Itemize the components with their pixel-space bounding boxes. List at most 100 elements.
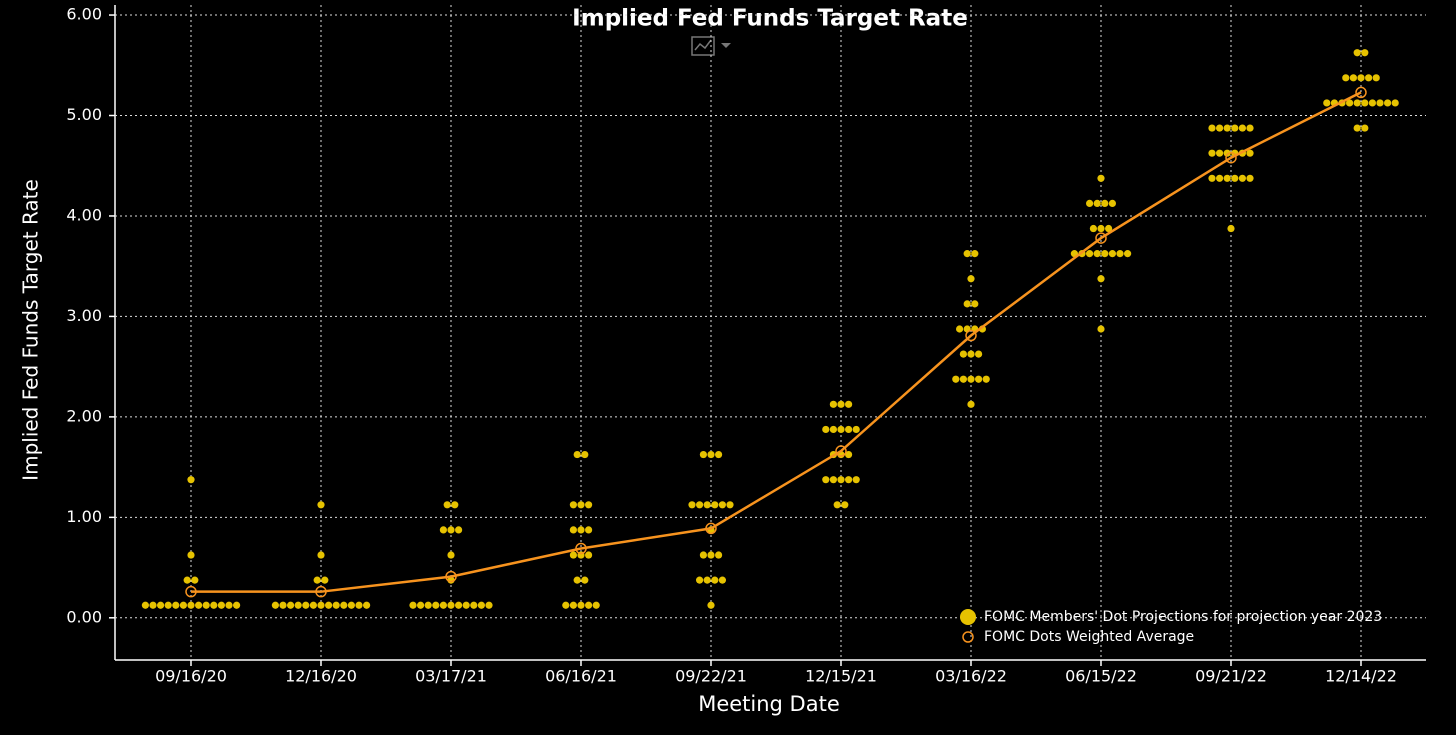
dot xyxy=(1208,174,1216,182)
dot xyxy=(1349,74,1357,82)
dot xyxy=(585,551,593,559)
dot xyxy=(1365,74,1373,82)
dot xyxy=(1097,224,1105,233)
average-marker xyxy=(185,585,197,598)
dot xyxy=(1105,224,1113,233)
x-tick-label: 03/16/22 xyxy=(935,667,1007,686)
y-tick-label: 1.00 xyxy=(66,507,102,526)
dot xyxy=(149,601,157,609)
average-marker xyxy=(1355,86,1367,99)
x-tick-label: 03/17/21 xyxy=(415,667,487,686)
dot xyxy=(585,601,593,609)
dot xyxy=(179,601,187,609)
dot xyxy=(313,576,321,584)
dot xyxy=(1086,250,1094,258)
dot xyxy=(1108,199,1116,208)
dot xyxy=(287,601,295,609)
dot xyxy=(477,601,485,609)
dot xyxy=(1116,250,1124,258)
dot xyxy=(1384,99,1392,107)
dot xyxy=(585,526,593,534)
dot xyxy=(699,551,708,559)
dot xyxy=(956,325,964,333)
dot xyxy=(852,476,860,484)
dot xyxy=(718,501,727,509)
dot xyxy=(409,601,417,609)
dot xyxy=(187,551,195,559)
dot xyxy=(837,400,845,408)
dot xyxy=(1101,250,1109,258)
dot xyxy=(1353,124,1361,132)
y-axis-label: Implied Fed Funds Target Rate xyxy=(19,179,43,481)
dot xyxy=(963,300,971,308)
dot xyxy=(1361,124,1369,132)
dot xyxy=(569,551,578,559)
dot xyxy=(967,375,975,383)
dot xyxy=(577,601,585,609)
dot xyxy=(183,576,191,584)
dot xyxy=(1357,74,1365,82)
y-tick-label: 6.00 xyxy=(66,5,102,24)
dot xyxy=(417,601,425,609)
dot xyxy=(271,601,279,609)
x-axis-label: Meeting Date xyxy=(698,692,840,716)
dot xyxy=(1097,275,1105,283)
dot xyxy=(1342,74,1350,82)
dot xyxy=(1097,174,1105,182)
dot xyxy=(1346,99,1354,107)
average-marker xyxy=(705,522,717,535)
dot xyxy=(332,601,340,609)
dot xyxy=(1231,124,1239,132)
dot xyxy=(187,476,195,484)
dot xyxy=(1216,174,1224,182)
dot xyxy=(443,501,451,509)
dot xyxy=(439,526,447,534)
dot xyxy=(470,601,478,609)
dot xyxy=(982,375,990,383)
dot xyxy=(718,576,727,584)
dot xyxy=(279,601,287,609)
dot xyxy=(233,601,241,609)
dot xyxy=(302,601,310,609)
dot xyxy=(172,601,180,609)
dot xyxy=(852,425,860,434)
dot xyxy=(462,601,470,609)
dot xyxy=(845,450,853,459)
dot xyxy=(451,501,459,509)
dot xyxy=(1372,74,1380,82)
dot xyxy=(959,375,968,383)
dot xyxy=(210,601,218,609)
dot xyxy=(195,601,203,609)
dot xyxy=(971,300,979,308)
dot xyxy=(696,501,704,509)
average-marker xyxy=(445,570,457,583)
dot xyxy=(975,375,983,383)
dot xyxy=(317,551,325,559)
legend-label: FOMC Dots Weighted Average xyxy=(984,629,1194,645)
dot xyxy=(699,450,708,459)
dot xyxy=(321,576,329,584)
dot xyxy=(975,350,983,358)
dot xyxy=(1368,99,1376,107)
legend-swatch xyxy=(962,631,974,643)
y-tick-label: 5.00 xyxy=(66,105,102,124)
legend-label: FOMC Members' Dot Projections for projec… xyxy=(984,609,1382,625)
dot xyxy=(1089,224,1097,233)
dot xyxy=(841,501,849,509)
dot xyxy=(363,601,371,609)
dot xyxy=(967,350,975,358)
dot xyxy=(1376,99,1384,107)
dot xyxy=(1093,250,1101,258)
dot xyxy=(952,375,960,383)
dot xyxy=(822,425,830,434)
dot xyxy=(581,450,589,459)
dot xyxy=(967,275,975,283)
average-marker xyxy=(1225,151,1237,164)
dot xyxy=(447,601,455,609)
dot xyxy=(592,601,600,609)
dot xyxy=(1208,149,1216,157)
x-tick-label: 12/14/22 xyxy=(1325,667,1397,686)
x-tick-label: 12/16/20 xyxy=(285,667,357,686)
dot xyxy=(577,501,585,509)
